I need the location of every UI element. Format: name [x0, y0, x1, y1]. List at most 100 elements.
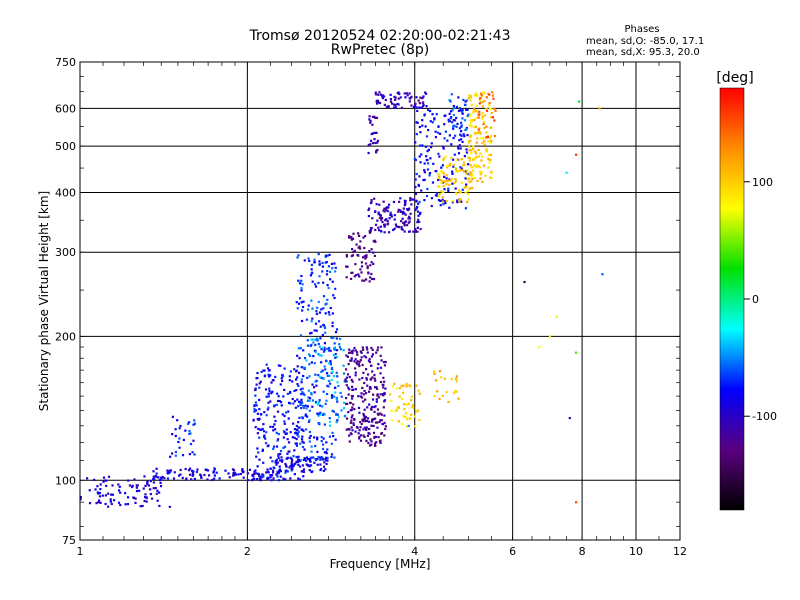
data-point	[254, 426, 257, 429]
data-point	[348, 348, 351, 351]
data-point	[275, 458, 278, 461]
data-point	[426, 158, 429, 162]
data-point	[455, 380, 458, 383]
data-point	[298, 478, 302, 481]
data-point	[379, 214, 382, 217]
data-point	[394, 409, 397, 413]
data-point	[298, 416, 301, 419]
data-point	[241, 469, 244, 472]
data-point	[272, 469, 275, 472]
data-point	[271, 390, 274, 393]
data-point	[308, 430, 312, 434]
data-point	[207, 474, 211, 477]
data-point	[279, 470, 283, 473]
data-point	[399, 96, 402, 99]
data-point	[334, 331, 338, 334]
data-point	[320, 348, 323, 351]
data-point	[418, 106, 421, 109]
data-point	[384, 425, 387, 428]
data-point	[181, 476, 184, 480]
data-point	[304, 414, 307, 417]
data-point	[408, 92, 411, 95]
data-point	[299, 406, 303, 410]
data-point	[224, 469, 227, 472]
data-point	[363, 279, 366, 282]
data-point	[334, 438, 337, 441]
data-point	[336, 413, 339, 416]
data-point	[301, 391, 304, 394]
data-point	[279, 383, 282, 386]
data-point	[442, 147, 445, 150]
data-point	[255, 478, 259, 481]
data-point	[297, 254, 300, 257]
data-point	[318, 399, 321, 402]
data-point	[312, 341, 315, 344]
data-point	[355, 274, 358, 277]
data-point	[438, 199, 442, 202]
data-point	[267, 369, 271, 372]
data-point	[378, 229, 381, 232]
data-point	[306, 405, 309, 408]
data-point	[397, 103, 400, 106]
data-point	[447, 120, 451, 123]
data-point	[254, 472, 258, 475]
data-point	[301, 402, 304, 405]
data-point	[317, 374, 320, 377]
data-point	[414, 229, 417, 233]
data-point	[440, 376, 443, 379]
data-point	[397, 420, 400, 423]
data-point	[421, 144, 424, 147]
data-point	[491, 94, 495, 97]
data-point	[172, 477, 176, 480]
data-point	[109, 498, 112, 501]
data-point	[371, 115, 375, 118]
data-point	[273, 423, 276, 426]
data-point	[311, 280, 314, 283]
data-point	[371, 418, 374, 421]
data-point	[319, 413, 322, 416]
data-point	[307, 396, 310, 399]
data-point	[365, 377, 368, 380]
data-point	[380, 346, 383, 349]
data-point	[254, 409, 258, 412]
data-point	[322, 458, 325, 461]
data-point	[291, 465, 294, 469]
data-point	[327, 379, 331, 383]
data-point	[310, 361, 313, 364]
data-point	[368, 207, 371, 210]
data-point	[364, 257, 367, 260]
data-point	[308, 332, 312, 335]
data-point	[317, 455, 320, 459]
data-point	[416, 109, 419, 112]
data-point	[349, 277, 353, 280]
data-point	[295, 437, 298, 441]
data-point	[310, 445, 313, 448]
data-point	[452, 163, 455, 167]
data-point	[485, 96, 488, 99]
data-point	[384, 427, 387, 431]
data-point	[297, 279, 300, 282]
data-point	[481, 155, 484, 158]
data-point	[355, 361, 358, 365]
data-point	[302, 405, 305, 408]
data-point	[472, 145, 475, 148]
data-point	[323, 326, 327, 330]
data-point	[265, 414, 268, 417]
data-point	[475, 165, 478, 169]
data-point	[155, 472, 158, 475]
data-point	[300, 301, 303, 304]
data-point	[434, 135, 438, 139]
data-point	[373, 138, 376, 141]
data-point	[303, 356, 307, 360]
data-point	[326, 459, 329, 462]
data-point	[408, 220, 411, 223]
data-point	[347, 236, 351, 239]
data-point	[469, 139, 472, 143]
data-point	[445, 391, 448, 394]
data-point	[448, 178, 451, 181]
data-point	[465, 183, 468, 186]
x-tick-label: 6	[509, 545, 516, 558]
data-point	[354, 430, 357, 433]
data-point	[303, 393, 306, 397]
data-point	[242, 470, 245, 473]
